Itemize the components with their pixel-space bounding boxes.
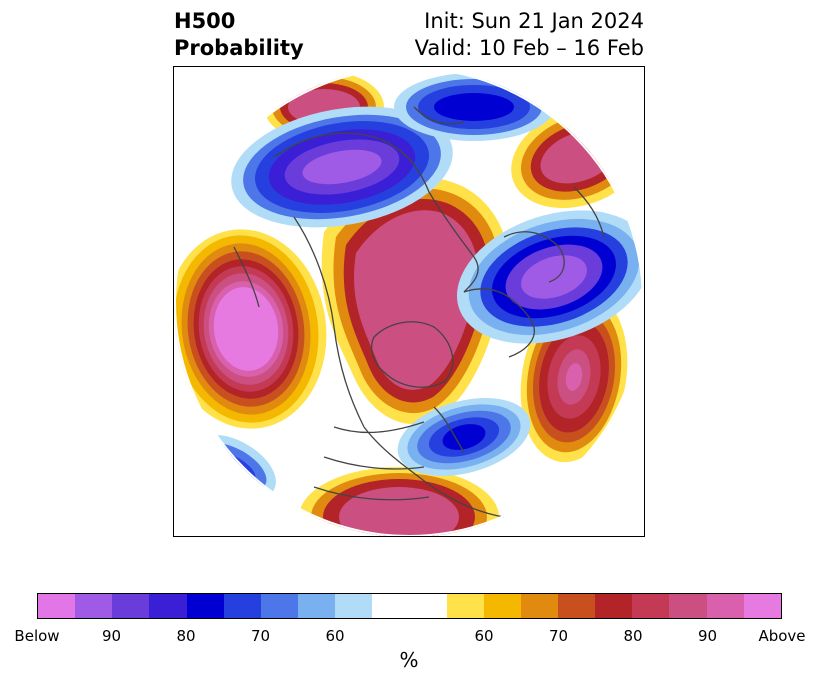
colorbar-segment bbox=[372, 594, 447, 618]
map-panel bbox=[173, 66, 645, 537]
anomaly-arctic-siberia bbox=[394, 73, 554, 141]
colorbar-segment bbox=[669, 594, 707, 618]
colorbar-tick-label: 90 bbox=[101, 627, 122, 645]
anomaly-aleutians bbox=[174, 229, 327, 429]
coastlines bbox=[233, 106, 605, 518]
colorbar-segment bbox=[260, 594, 298, 618]
colorbar-tick-label: 60 bbox=[325, 627, 345, 645]
colorbar-segment bbox=[595, 594, 633, 618]
colorbar-segment bbox=[632, 594, 670, 618]
colorbar-segment bbox=[706, 594, 744, 618]
colorbar-tick-label: Below bbox=[14, 627, 60, 645]
anomaly-central-asia bbox=[231, 106, 453, 228]
anomaly-eastern-us bbox=[397, 398, 531, 476]
colorbar-segment bbox=[223, 594, 261, 618]
hemisphere-disk bbox=[174, 67, 644, 536]
colorbar-segment bbox=[743, 594, 781, 618]
colorbar-tick-label: 90 bbox=[697, 627, 718, 645]
colorbar-tick-label: 80 bbox=[176, 627, 196, 645]
chart-title: H500 Probability bbox=[174, 8, 304, 62]
colorbar-segment bbox=[446, 594, 484, 618]
colorbar-segment bbox=[75, 594, 113, 618]
title-quantity: Probability bbox=[174, 36, 304, 60]
colorbar-segment bbox=[186, 594, 224, 618]
colorbar-segment bbox=[38, 594, 76, 618]
probability-map bbox=[174, 67, 644, 536]
valid-range: Valid: 10 Feb – 16 Feb bbox=[414, 36, 644, 60]
colorbar-tick-label: 80 bbox=[623, 627, 643, 645]
anomaly-scandinavia bbox=[456, 210, 644, 344]
colorbar-segment bbox=[112, 594, 150, 618]
colorbar-segment bbox=[297, 594, 336, 618]
colorbar-tick-label: Above bbox=[758, 627, 806, 645]
colorbar-tick-label: 70 bbox=[548, 627, 569, 645]
anomaly-arctic-ridge bbox=[321, 177, 509, 425]
colorbar-segment bbox=[557, 594, 596, 618]
chart-dates: Init: Sun 21 Jan 2024 Valid: 10 Feb – 16 … bbox=[415, 8, 644, 62]
colorbar bbox=[37, 593, 782, 619]
init-date: Init: Sun 21 Jan 2024 bbox=[424, 9, 644, 33]
colorbar-tick-label: 70 bbox=[250, 627, 271, 645]
title-variable: H500 bbox=[174, 9, 236, 33]
colorbar-segment bbox=[335, 594, 373, 618]
colorbar-unit: % bbox=[399, 648, 419, 672]
colorbar-segment bbox=[520, 594, 558, 618]
colorbar-segment bbox=[149, 594, 187, 618]
colorbar-tick-label: 60 bbox=[474, 627, 494, 645]
colorbar-segment bbox=[483, 594, 521, 618]
